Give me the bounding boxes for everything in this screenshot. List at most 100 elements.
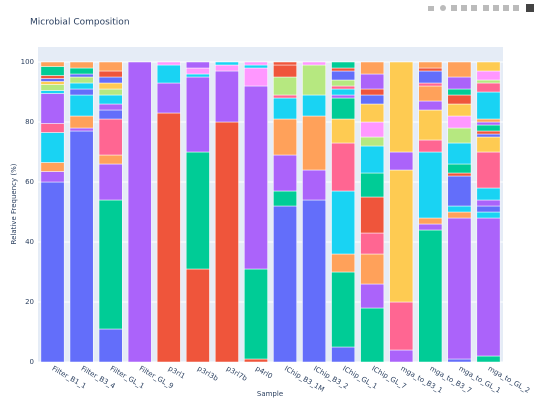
modebar-button[interactable] [483,5,489,11]
bar-segment [447,205,472,213]
bar-segment [69,88,94,96]
bar-segment [98,103,123,111]
bar-segment [447,103,472,117]
x-axis-title: Sample [257,390,283,398]
modebar[interactable] [428,4,534,12]
plotly-logo[interactable] [526,4,534,12]
modebar-button[interactable] [428,6,434,11]
bar-segment [40,90,65,94]
bar-segment [447,172,472,177]
bar-segment [360,307,385,363]
modebar-button[interactable] [513,5,519,11]
bar-segment [418,61,443,69]
bar-segment [418,67,443,72]
bar-segment [418,109,443,141]
bar-segment [476,355,501,363]
bar-segment [244,61,268,66]
bar-segment [331,190,356,255]
bar-segment [185,76,210,153]
bar-segment [40,162,65,172]
bar-segment [360,136,385,147]
modebar-button[interactable] [451,5,457,11]
y-tick-label: 0 [30,358,34,366]
bar-segment [418,217,443,225]
bar-segment [40,132,65,163]
bar-segment [476,61,501,72]
bar-segment [476,70,501,81]
modebar-button[interactable] [493,5,499,11]
bar-segment [40,123,65,133]
bar-segment [273,76,297,96]
bar-segment [476,121,501,126]
bar-segment [244,67,268,87]
bar-segment [273,154,297,192]
chart-title: Microbial Composition [30,18,130,28]
modebar-button[interactable] [461,5,467,11]
bar-segment [69,127,94,132]
bar-segment [418,223,443,231]
bar-segment [40,181,65,363]
modebar-button[interactable] [440,5,446,11]
bar-segment [69,76,94,84]
bar-segment [418,82,443,87]
bar-segment [476,82,501,93]
y-tick-label: 40 [25,238,34,246]
bar-segment [273,94,297,99]
bar-segment [156,61,181,66]
bar-segment [418,100,443,111]
bar-segment [98,109,123,120]
bar-segment [331,253,356,273]
bar-segment [360,283,385,309]
modebar-button[interactable] [503,5,509,11]
bar-segment [331,85,356,90]
bar-segment [418,229,443,363]
bar-segment [360,145,385,174]
bar-segment [273,118,297,156]
bar-segment [447,211,472,219]
bar-segment [447,88,472,96]
bar-segment [69,82,94,90]
bar-segment [215,61,239,66]
bar-segment [418,85,443,102]
bar-segment [98,118,123,156]
bar-segment [98,61,123,72]
bar-segment [156,64,181,84]
bar-segment [156,112,181,363]
bar-segment [476,91,501,120]
bar-segment [40,81,65,85]
bar-segment [302,64,326,96]
bar-segment [447,175,472,207]
bar-segment [215,121,239,363]
bar-segment [389,169,414,303]
bar-segment [476,124,501,132]
bar-segment [476,205,501,213]
bar-segment [98,199,123,330]
bar-segment [40,93,65,124]
bar-segment [331,271,356,348]
bar-segment [40,171,65,183]
bar-segment [360,253,385,285]
bar-segment [127,61,152,363]
modebar-button[interactable] [471,5,477,11]
bar-segment [331,61,356,69]
bar-segment [98,76,123,84]
bar-segment [185,73,210,78]
bar-segment [273,64,297,78]
bar-segment [360,232,385,255]
bar-segment [273,61,297,66]
bar-segment [447,142,472,165]
x-tick-label: p4rl0 [254,365,274,381]
bar-segment [360,121,385,138]
bar-segment [331,94,356,99]
bar-segment [98,328,123,363]
bar-segment [447,94,472,105]
y-axis-title: Relative Frequency (%) [10,163,18,244]
bar-segment [273,97,297,120]
bar-segment [69,130,94,363]
bar-segment [302,115,326,171]
bar-segment [273,205,297,363]
bar-segment [273,190,297,207]
bar-segment [185,268,210,363]
bar-segment [360,94,385,105]
bar-segment [185,61,210,69]
